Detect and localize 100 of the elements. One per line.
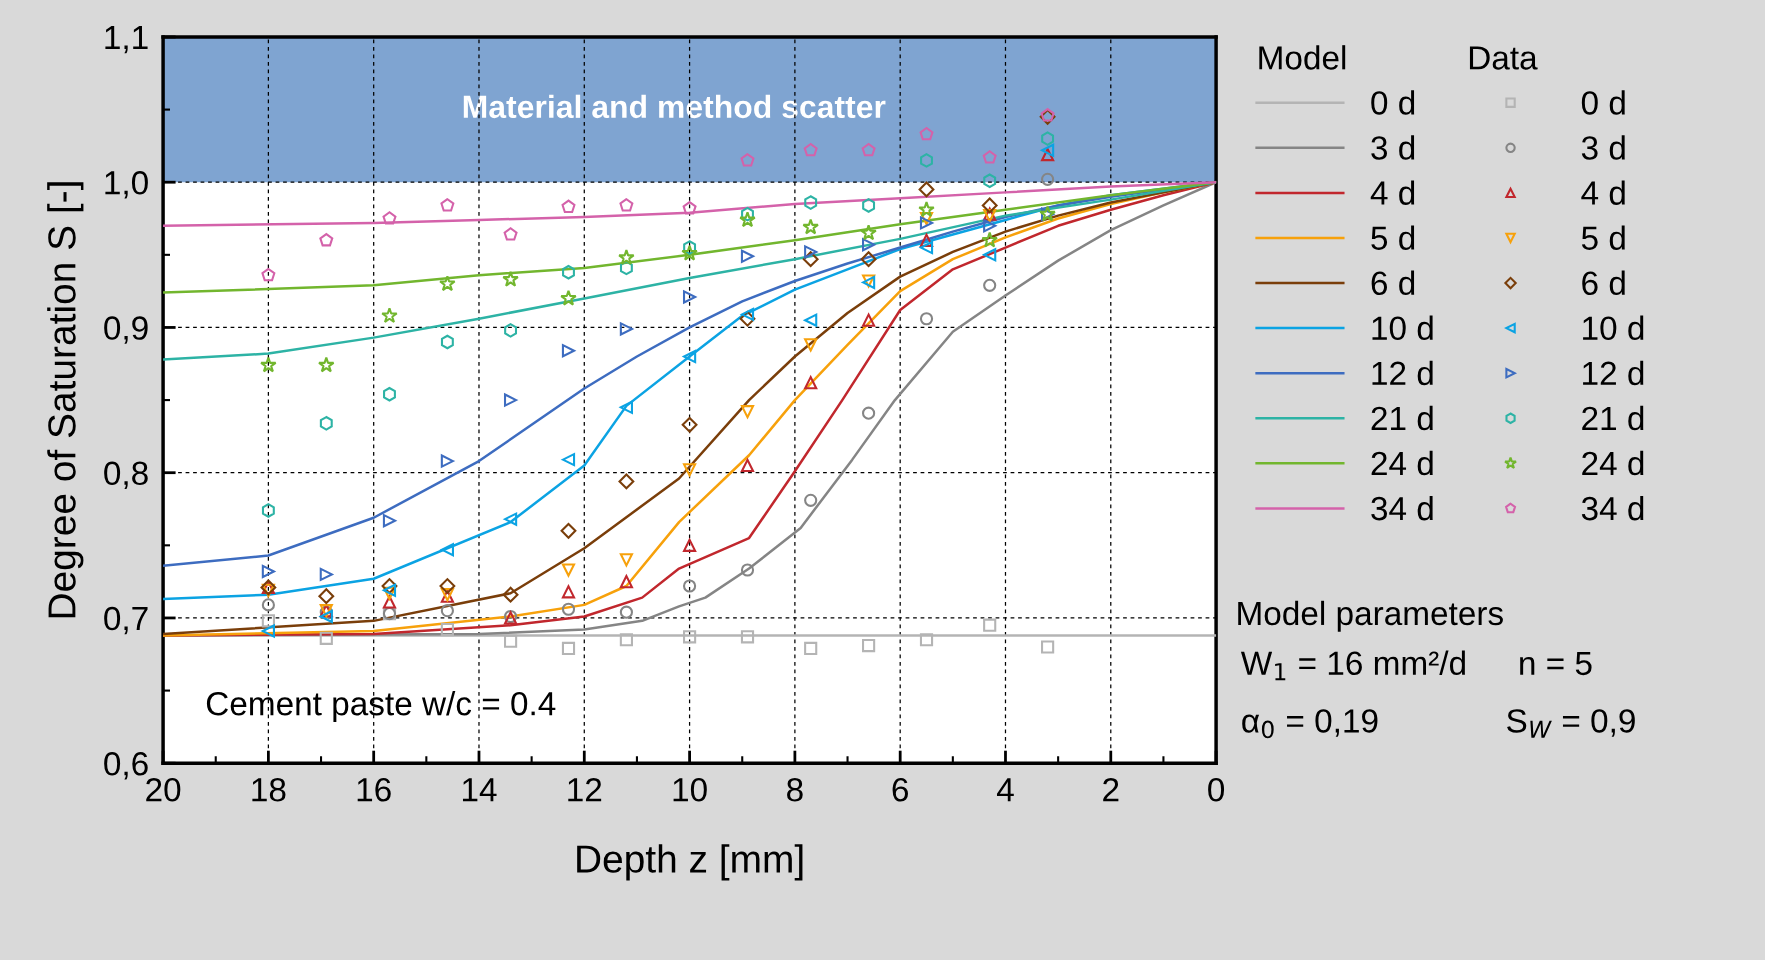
- point: [860, 251, 877, 268]
- point: [981, 231, 998, 248]
- point: [862, 406, 876, 420]
- legend-label: 21 d: [1582, 405, 1644, 431]
- point: [318, 356, 335, 373]
- point: [681, 244, 698, 261]
- point: [261, 267, 276, 282]
- point: [318, 588, 335, 605]
- text: Model: [1259, 45, 1346, 70]
- point: [682, 201, 697, 215]
- point: [983, 173, 997, 189]
- point: [261, 614, 275, 628]
- x-tick-label: 14: [462, 778, 497, 802]
- point: [682, 538, 697, 552]
- point: [919, 233, 934, 247]
- point: [740, 630, 755, 644]
- point: [918, 201, 935, 218]
- point: [739, 211, 756, 228]
- band-label: Material and method scatter: [463, 94, 886, 119]
- point: [983, 248, 997, 262]
- point: [682, 349, 697, 364]
- text: Data: [1469, 46, 1538, 70]
- point: [561, 585, 576, 599]
- legend-label: 10 d: [1583, 315, 1644, 341]
- x-tick-label: 12: [568, 777, 602, 802]
- point: [982, 150, 997, 164]
- point: [1041, 143, 1055, 157]
- line-series: [163, 180, 1217, 228]
- legend-label: 4 d: [1370, 180, 1415, 205]
- point: [804, 195, 818, 210]
- point: [439, 275, 456, 292]
- point: [683, 240, 697, 255]
- point: [440, 198, 455, 212]
- point: [919, 216, 934, 230]
- point: [862, 313, 876, 327]
- point: [804, 338, 818, 352]
- point: [619, 633, 633, 647]
- point: [439, 578, 456, 594]
- text: n = 5: [1520, 651, 1592, 676]
- point: [260, 356, 277, 373]
- point: [440, 334, 454, 350]
- point: [740, 307, 755, 321]
- point: [503, 393, 518, 407]
- point: [503, 227, 518, 241]
- text: S$_{W}$ = 0,9: [1507, 709, 1635, 738]
- point: [319, 416, 333, 431]
- legend-label: 34 d: [1581, 495, 1644, 521]
- legend-label: 12 d: [1372, 360, 1433, 386]
- y-tick-label: 0,8: [104, 461, 148, 490]
- point: [618, 473, 635, 490]
- point: [382, 514, 397, 528]
- point: [1041, 640, 1055, 654]
- point: [919, 240, 934, 255]
- point: [919, 126, 934, 141]
- y-tick-label: 0,6: [104, 752, 148, 780]
- point: [319, 567, 333, 581]
- point: [918, 181, 935, 198]
- legend-label: 24 d: [1371, 450, 1433, 476]
- x-axis-title: Depth z [mm]: [577, 844, 803, 881]
- x-tick-label: 16: [357, 777, 391, 802]
- point: [381, 307, 398, 324]
- point: [804, 641, 818, 656]
- point: [561, 453, 576, 467]
- x-tick-label: 6: [892, 777, 908, 802]
- point: [919, 211, 934, 226]
- point: [619, 322, 633, 336]
- point: [561, 563, 576, 577]
- point: [381, 578, 398, 594]
- y-axis-title: Degree of Saturation S [-]: [47, 182, 84, 618]
- legend-label: 3 d: [1371, 135, 1415, 160]
- y-tick-label: 0,9: [104, 316, 148, 344]
- legend-label: 21 d: [1371, 405, 1433, 431]
- point: [740, 153, 755, 167]
- point: [681, 416, 698, 433]
- point: [502, 270, 519, 287]
- legend-label: 3 d: [1581, 135, 1625, 160]
- point: [382, 595, 397, 609]
- point: [1041, 131, 1055, 146]
- point: [802, 218, 819, 235]
- legend-label: 10 d: [1372, 315, 1433, 341]
- x-tick-label: 18: [252, 777, 286, 802]
- point: [862, 198, 876, 213]
- x-tick-label: 20: [146, 777, 181, 802]
- x-tick-label: 8: [787, 777, 803, 802]
- y-tick-label: 0,7: [104, 606, 148, 635]
- point: [983, 618, 997, 632]
- point: [503, 634, 518, 648]
- point: [682, 463, 697, 477]
- point: [860, 224, 877, 241]
- y-tick-label: 1,0: [105, 171, 148, 199]
- point: [740, 458, 755, 473]
- point: [319, 609, 333, 624]
- text: W$_{1}$ = 16 mm²/d: [1240, 650, 1465, 681]
- point: [862, 238, 876, 252]
- point: [440, 604, 454, 618]
- point: [920, 153, 933, 168]
- point: [740, 249, 755, 263]
- point: [804, 376, 818, 390]
- point: [440, 454, 454, 468]
- point: [319, 631, 333, 645]
